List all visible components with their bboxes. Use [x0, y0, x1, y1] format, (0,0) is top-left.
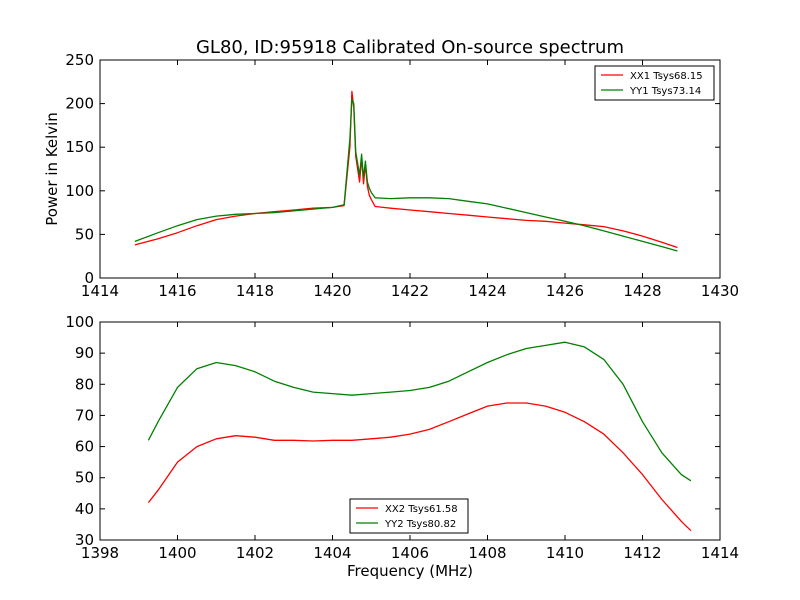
bottom-y-tick-label: 100 [65, 313, 94, 331]
bottom-y-tick-label: 70 [75, 406, 94, 424]
top-x-tick-label: 1414 [81, 282, 119, 300]
figure-title: GL80, ID:95918 Calibrated On-source spec… [196, 37, 624, 58]
bottom-x-tick-label: 1402 [236, 544, 274, 562]
top-x-tick-label: 1426 [546, 282, 584, 300]
bottom-series-line-1 [147, 341, 692, 482]
top-x-tick-label: 1422 [391, 282, 429, 300]
top-x-tick-label: 1428 [623, 282, 661, 300]
top-y-tick-label: 250 [65, 51, 94, 69]
top-legend-label-yy1: YY1 Tsys73.14 [629, 86, 701, 97]
top-y-tick-label: 200 [65, 95, 94, 113]
bottom-y-tick-label: 50 [75, 469, 94, 487]
bottom-x-tick-label: 1404 [313, 544, 351, 562]
bottom-x-tick-label: 1400 [158, 544, 196, 562]
bottom-x-tick-label: 1414 [701, 544, 739, 562]
top-x-tick-label: 1416 [158, 282, 196, 300]
bottom-x-axis-title: Frequency (MHz) [347, 562, 473, 580]
bottom-x-tick-label: 1408 [468, 544, 506, 562]
top-x-tick-label: 1430 [701, 282, 739, 300]
bottom-y-tick-label: 80 [75, 375, 94, 393]
top-y-tick-label: 0 [84, 269, 94, 287]
bottom-series-line-0 [147, 402, 692, 532]
top-series-lines [134, 90, 678, 252]
bottom-legend-label-xx2: XX2 Tsys61.58 [385, 504, 458, 515]
bottom-y-tick-label: 60 [75, 438, 94, 456]
top-y-tick-label: 50 [75, 225, 94, 243]
bottom-axis-ticks: 1398 1400 1402 1404 1406 1408 1410 1412 1414 30 40… [65, 313, 739, 562]
top-y-tick-label: 100 [65, 182, 94, 200]
bottom-legend-label-yy2: YY2 Tsys80.82 [384, 519, 456, 530]
bottom-legend: XX2 Tsys61.58 YY2 Tsys80.82 [349, 498, 469, 534]
bottom-y-tick-label: 30 [75, 531, 94, 549]
top-series-line-1 [134, 98, 678, 252]
bottom-y-tick-label: 90 [75, 344, 94, 362]
bottom-legend-box [349, 498, 469, 534]
bottom-y-tick-label: 40 [75, 500, 94, 518]
top-y-tick-label: 150 [65, 138, 94, 156]
bottom-x-tick-label: 1406 [391, 544, 429, 562]
bottom-series-lines [147, 341, 692, 532]
top-legend-label-xx1: XX1 Tsys68.15 [630, 71, 703, 82]
top-legend: XX1 Tsys68.15 YY1 Tsys73.14 [594, 65, 715, 101]
bottom-x-tick-label: 1398 [81, 544, 119, 562]
top-x-tick-label: 1418 [236, 282, 274, 300]
top-axis-ticks: 1414 1416 1418 1420 1422 1424 1426 1428 1430 0 50 1… [65, 51, 739, 300]
bottom-chart: 1398 1400 1402 1404 1406 1408 1410 1412 1414 30 40… [65, 313, 739, 580]
bottom-x-tick-label: 1412 [623, 544, 661, 562]
bottom-x-tick-label: 1410 [546, 544, 584, 562]
top-chart: 1414 1416 1418 1420 1422 1424 1426 1428 1430 0 50 1… [43, 51, 739, 300]
top-x-tick-label: 1420 [313, 282, 351, 300]
top-y-axis-title: Power in Kelvin [43, 112, 61, 226]
top-x-tick-label: 1424 [468, 282, 506, 300]
top-legend-box [594, 65, 715, 101]
